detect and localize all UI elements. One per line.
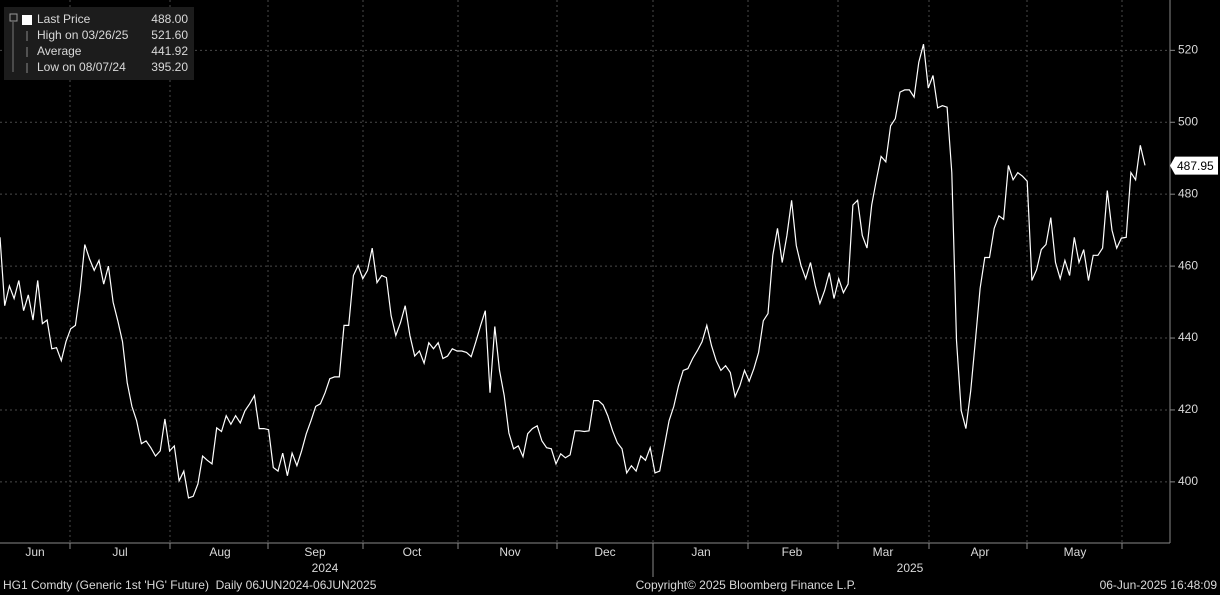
x-tick-label: Mar xyxy=(873,545,894,559)
price-line xyxy=(0,44,1146,499)
x-tick-label: Sep xyxy=(304,545,326,559)
x-tick-label: Jul xyxy=(112,545,127,559)
x-tick-label: Nov xyxy=(499,545,520,559)
x-tick-label: Feb xyxy=(782,545,803,559)
legend-value: 521.60 xyxy=(151,28,188,42)
y-tick-label: 500 xyxy=(1178,114,1198,128)
footer-left: HG1 Comdty (Generic 1st 'HG' Future) Dai… xyxy=(3,578,377,592)
x-tick-label: Dec xyxy=(594,545,615,559)
y-tick-label: 400 xyxy=(1178,474,1198,488)
legend-value: 395.20 xyxy=(151,60,188,74)
x-tick-label: Oct xyxy=(403,545,422,559)
last-value-tag xyxy=(1170,156,1218,175)
legend-label: High on 03/26/25 xyxy=(37,28,129,42)
y-tick-label: 520 xyxy=(1178,43,1198,57)
legend-toggle xyxy=(9,13,18,22)
x-tick-label: Jun xyxy=(25,545,44,559)
footer-center: Copyright© 2025 Bloomberg Finance L.P. xyxy=(636,578,857,592)
legend-label: Average xyxy=(37,44,82,58)
last-value-label: 487.95 xyxy=(1177,159,1214,173)
y-tick-label: 480 xyxy=(1178,186,1198,200)
legend-box xyxy=(4,7,194,80)
legend-swatch xyxy=(22,15,32,25)
footer-right: 06-Jun-2025 16:48:09 xyxy=(1100,578,1218,592)
legend-label: Last Price xyxy=(37,12,91,26)
x-tick-label: Jan xyxy=(691,545,710,559)
legend-value: 441.92 xyxy=(151,44,188,58)
legend-label: Low on 08/07/24 xyxy=(37,60,126,74)
x-tick-label: Apr xyxy=(971,545,990,559)
y-tick-label: 420 xyxy=(1178,402,1198,416)
x-tick-label: Aug xyxy=(209,545,230,559)
year-label: 2024 xyxy=(312,561,339,575)
legend-value: 488.00 xyxy=(151,12,188,26)
x-tick-label: May xyxy=(1064,545,1087,559)
y-tick-label: 460 xyxy=(1178,258,1198,272)
y-tick-label: 440 xyxy=(1178,330,1198,344)
year-label: 2025 xyxy=(897,561,924,575)
